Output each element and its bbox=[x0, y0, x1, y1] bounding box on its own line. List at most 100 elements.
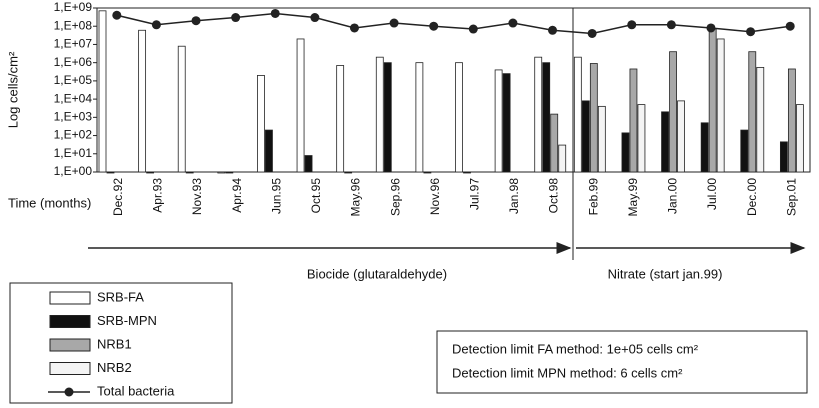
bar bbox=[98, 10, 107, 173]
bar bbox=[296, 38, 305, 173]
bar bbox=[146, 171, 155, 174]
phase-label: Nitrate (start jan.99) bbox=[608, 266, 723, 281]
line-marker bbox=[191, 16, 201, 26]
bar bbox=[494, 69, 503, 173]
line-marker bbox=[231, 13, 241, 23]
bar bbox=[375, 56, 384, 173]
x-tick-label: Oct.95 bbox=[309, 178, 323, 214]
y-tick-label: 1,E+01 bbox=[54, 146, 93, 160]
bar bbox=[795, 104, 804, 173]
annotation-box bbox=[436, 330, 808, 394]
x-tick-label: Nov.93 bbox=[190, 178, 204, 215]
x-tick-label: Jun.95 bbox=[269, 178, 283, 214]
y-tick-label: 1,E+07 bbox=[54, 37, 93, 51]
line-marker bbox=[270, 8, 280, 18]
bar bbox=[637, 104, 646, 173]
legend-label: SRB-FA bbox=[97, 289, 144, 304]
x-tick-label: Jul.00 bbox=[705, 178, 719, 210]
x-tick-label: Sep.01 bbox=[784, 178, 798, 216]
annotation: Detection limit MPN method: 6 cells cm² bbox=[452, 365, 683, 380]
x-tick-label: Jan.00 bbox=[666, 178, 680, 214]
x-tick-label: Apr.93 bbox=[151, 178, 165, 213]
bar bbox=[423, 171, 432, 174]
bar bbox=[708, 28, 717, 173]
legend-label: Total bacteria bbox=[97, 383, 175, 398]
line-marker bbox=[112, 10, 122, 20]
legend-label: NRB2 bbox=[97, 360, 132, 375]
line-marker bbox=[429, 21, 439, 31]
x-tick-label: Feb.99 bbox=[586, 178, 600, 216]
bar bbox=[573, 56, 582, 173]
bar bbox=[217, 171, 226, 174]
bar bbox=[581, 100, 590, 173]
bar bbox=[336, 65, 345, 173]
line-marker bbox=[587, 28, 597, 38]
y-tick-label: 1,E+08 bbox=[54, 18, 93, 32]
bar bbox=[558, 144, 567, 173]
y-tick-label: 1,E+05 bbox=[54, 73, 93, 87]
plot-frame bbox=[96, 7, 811, 173]
bar bbox=[463, 171, 471, 174]
bar bbox=[383, 62, 392, 173]
bar bbox=[629, 68, 638, 173]
bar bbox=[344, 171, 353, 174]
x-tick-label: May.96 bbox=[349, 178, 363, 217]
x-tick-label: Nov.96 bbox=[428, 178, 442, 215]
bar bbox=[225, 171, 234, 174]
bar bbox=[534, 56, 543, 173]
bar bbox=[716, 38, 725, 173]
bar bbox=[700, 122, 709, 173]
legend-swatch bbox=[49, 338, 91, 352]
y-tick-label: 1,E+00 bbox=[54, 164, 93, 178]
bar bbox=[265, 129, 273, 173]
line-marker bbox=[389, 18, 399, 28]
legend-swatch bbox=[49, 315, 91, 328]
bar bbox=[138, 29, 147, 173]
legend-box bbox=[9, 282, 233, 404]
bar bbox=[756, 66, 765, 173]
y-tick-label: 1,E+02 bbox=[54, 128, 93, 142]
line-marker bbox=[349, 23, 359, 33]
y-tick-label: 1,E+03 bbox=[54, 110, 93, 124]
legend-swatch bbox=[49, 291, 91, 305]
y-axis-label: Log cells/cm² bbox=[5, 51, 20, 128]
annotation: Detection limit FA method: 1e+05 cells c… bbox=[452, 341, 699, 356]
bar bbox=[787, 68, 796, 173]
bar bbox=[177, 45, 186, 173]
x-tick-label: May.99 bbox=[626, 178, 640, 217]
bar bbox=[589, 63, 598, 173]
x-tick-label: Jan.98 bbox=[507, 178, 521, 214]
x-tick-label: Oct.98 bbox=[547, 178, 561, 214]
legend-label: SRB-MPN bbox=[97, 313, 157, 328]
bar bbox=[415, 62, 424, 173]
x-tick-label: Dec.92 bbox=[111, 178, 125, 216]
line-marker bbox=[151, 20, 161, 30]
bar bbox=[661, 111, 669, 173]
bar bbox=[677, 100, 685, 173]
bar bbox=[455, 62, 463, 173]
legend-label: NRB1 bbox=[97, 336, 132, 351]
legend-swatch bbox=[49, 362, 91, 375]
x-tick-label: Sep.96 bbox=[388, 178, 402, 216]
line-marker bbox=[468, 24, 478, 34]
line-marker bbox=[746, 27, 756, 37]
y-tick-label: 1,E+06 bbox=[54, 55, 93, 69]
bar bbox=[779, 141, 788, 173]
line-marker bbox=[508, 18, 518, 28]
bar bbox=[542, 62, 551, 173]
bar bbox=[748, 51, 757, 173]
bar bbox=[304, 155, 313, 173]
line bbox=[116, 12, 791, 35]
bar bbox=[740, 129, 749, 173]
legend-swatch bbox=[64, 387, 74, 397]
bar bbox=[185, 171, 194, 174]
line-marker bbox=[310, 13, 320, 23]
x-axis-label: Time (months) bbox=[8, 195, 91, 210]
bar bbox=[621, 132, 630, 173]
bar bbox=[106, 171, 115, 174]
bar bbox=[669, 51, 677, 173]
y-tick-label: 1,E+04 bbox=[54, 91, 93, 105]
line-marker bbox=[666, 20, 676, 30]
phase-label: Biocide (glutaraldehyde) bbox=[307, 266, 447, 281]
